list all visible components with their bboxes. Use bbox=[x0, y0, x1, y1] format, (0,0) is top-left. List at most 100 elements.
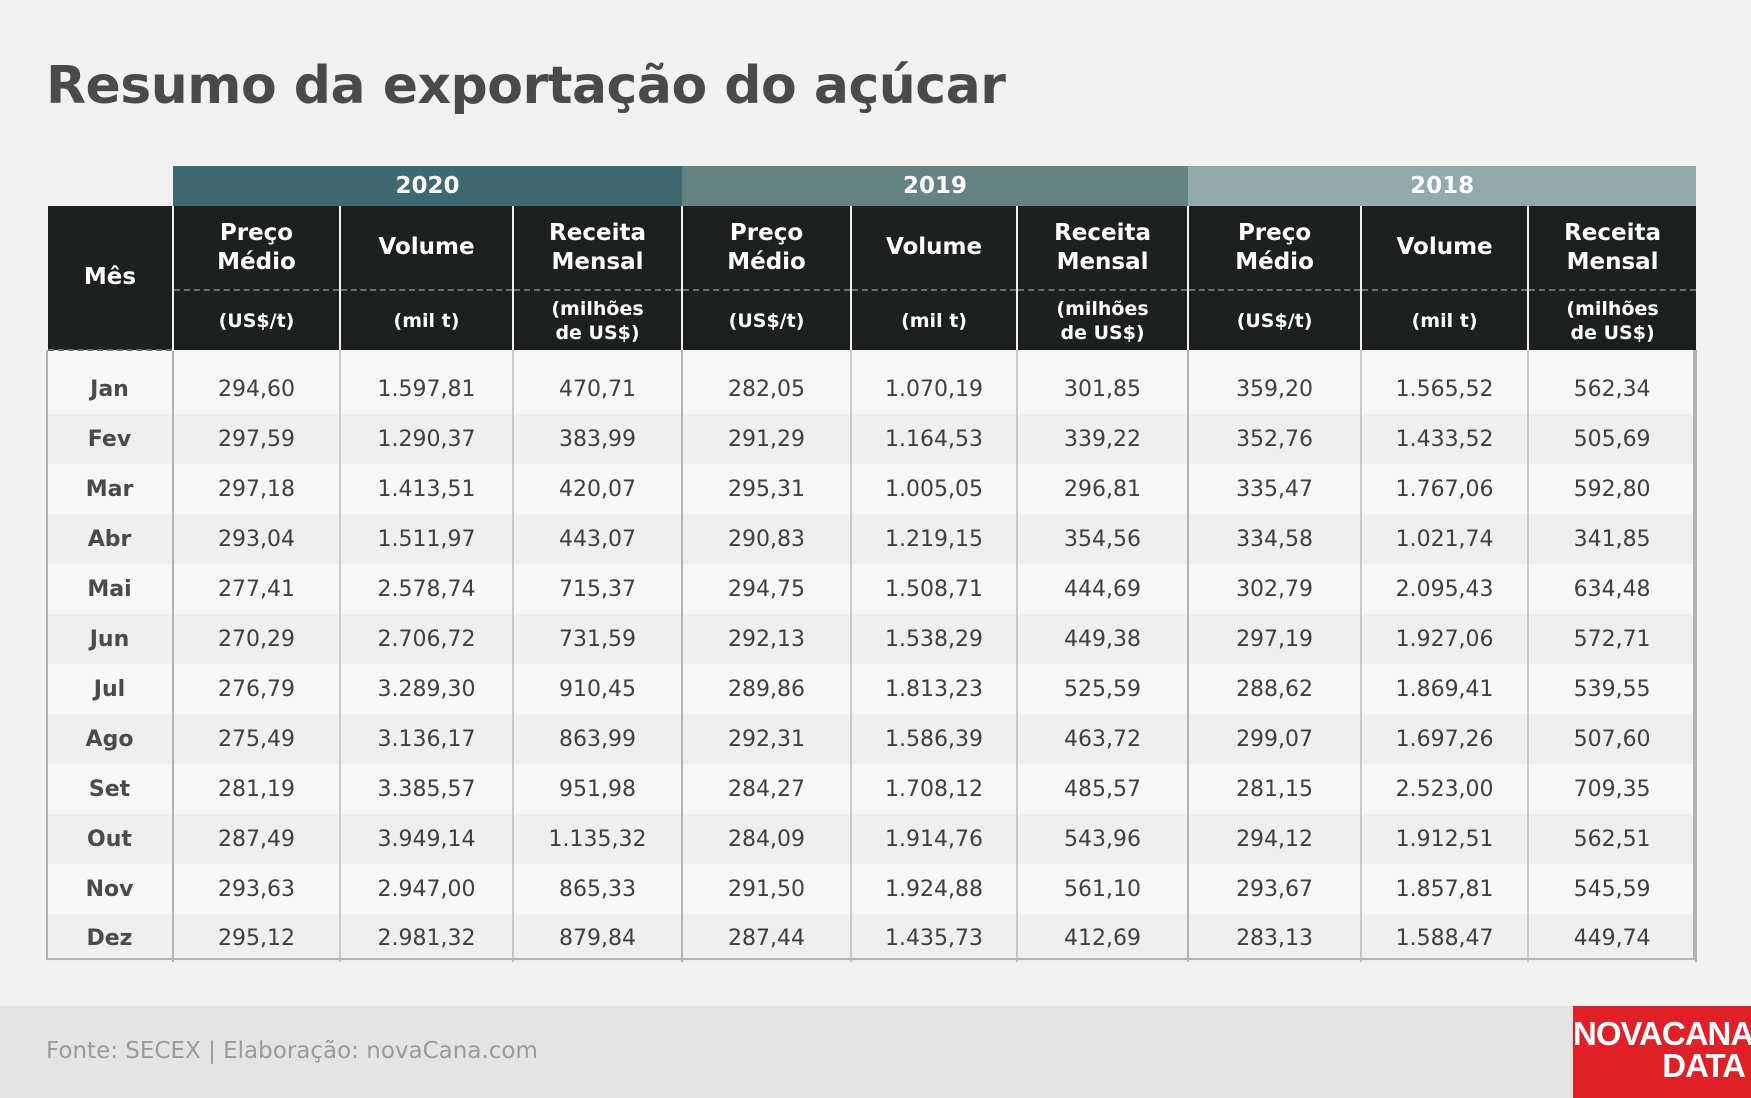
table-row: Jul 276,79 3.289,30 910,45 289,86 1.813,23 525… bbox=[47, 664, 1698, 714]
column-header-2020-0: Preço Médio bbox=[172, 206, 340, 291]
column-header-2018-0: Preço Médio bbox=[1187, 206, 1362, 291]
table-row: Fev 297,59 1.290,37 383,99 291,29 1.164,53 339… bbox=[47, 414, 1698, 464]
column-unit-2020-0: (US$/t) bbox=[172, 290, 340, 350]
value-cell: 910,45 bbox=[513, 664, 684, 714]
value-cell: 290,83 bbox=[682, 514, 853, 564]
value-cell: 3.949,14 bbox=[340, 814, 514, 864]
year-header-row: 2020 2019 2018 bbox=[47, 166, 1697, 206]
value-cell: 296,81 bbox=[1017, 464, 1190, 514]
value-cell: 449,38 bbox=[1017, 614, 1190, 664]
value-cell: 1.597,81 bbox=[340, 350, 514, 414]
column-name-l1: Volume bbox=[885, 234, 983, 260]
value-cell: 287,44 bbox=[682, 914, 853, 962]
value-cell: 1.927,06 bbox=[1361, 614, 1530, 664]
month-cell: Dez bbox=[47, 914, 174, 962]
value-cell: 288,62 bbox=[1188, 664, 1363, 714]
value-cell: 1.164,53 bbox=[851, 414, 1019, 464]
value-cell: 3.289,30 bbox=[340, 664, 514, 714]
month-cell: Fev bbox=[47, 414, 174, 464]
value-cell: 449,74 bbox=[1528, 914, 1698, 962]
column-unit-2018-1: (mil t) bbox=[1360, 290, 1529, 350]
column-name-l2: Médio bbox=[1235, 248, 1314, 275]
year-header-spacer bbox=[47, 166, 173, 206]
month-column-header: Mês bbox=[46, 206, 173, 351]
column-name-l1: Volume bbox=[378, 234, 475, 260]
month-cell: Ago bbox=[47, 714, 174, 764]
value-cell: 1.413,51 bbox=[340, 464, 514, 514]
value-cell: 281,15 bbox=[1188, 764, 1363, 814]
value-cell: 334,58 bbox=[1188, 514, 1363, 564]
column-unit-2018-0: (US$/t) bbox=[1187, 290, 1362, 350]
column-unit-2018-2: (milhões de US$) bbox=[1527, 290, 1697, 350]
value-cell: 634,48 bbox=[1528, 564, 1698, 614]
value-cell: 292,31 bbox=[682, 714, 853, 764]
value-cell: 3.385,57 bbox=[340, 764, 514, 814]
year-header-2019: 2019 bbox=[682, 166, 1189, 206]
column-unit-l1: (US$/t) bbox=[728, 309, 805, 332]
column-name-l2: Médio bbox=[727, 248, 806, 275]
value-cell: 1.135,32 bbox=[513, 814, 684, 864]
value-cell: 1.697,26 bbox=[1361, 714, 1530, 764]
column-header-2020-1: Volume bbox=[339, 206, 513, 291]
value-cell: 284,09 bbox=[682, 814, 853, 864]
logo-line2: DATA bbox=[1662, 1047, 1746, 1084]
source-note: Fonte: SECEX | Elaboração: novaCana.com bbox=[46, 1038, 538, 1064]
value-cell: 412,69 bbox=[1017, 914, 1190, 962]
column-unit-l1: (mil t) bbox=[1411, 309, 1478, 332]
value-cell: 270,29 bbox=[173, 614, 341, 664]
value-cell: 294,60 bbox=[173, 350, 341, 414]
value-cell: 284,27 bbox=[682, 764, 853, 814]
month-cell: Mar bbox=[47, 464, 174, 514]
column-name-l2: Mensal bbox=[1056, 248, 1149, 275]
value-cell: 293,67 bbox=[1188, 864, 1363, 914]
value-cell: 2.523,00 bbox=[1361, 764, 1530, 814]
value-cell: 525,59 bbox=[1017, 664, 1190, 714]
value-cell: 1.924,88 bbox=[851, 864, 1019, 914]
value-cell: 1.857,81 bbox=[1361, 864, 1530, 914]
table-row: Mai 277,41 2.578,74 715,37 294,75 1.508,71 444… bbox=[47, 564, 1698, 614]
value-cell: 562,34 bbox=[1528, 350, 1698, 414]
value-cell: 1.435,73 bbox=[851, 914, 1019, 962]
value-cell: 1.219,15 bbox=[851, 514, 1019, 564]
value-cell: 731,59 bbox=[513, 614, 684, 664]
value-cell: 291,29 bbox=[682, 414, 853, 464]
value-cell: 505,69 bbox=[1528, 414, 1698, 464]
value-cell: 339,22 bbox=[1017, 414, 1190, 464]
value-cell: 297,59 bbox=[173, 414, 341, 464]
table-body: Jan 294,60 1.597,81 470,71 282,05 1.070,19 301… bbox=[47, 350, 1698, 962]
year-header-2020: 2020 bbox=[173, 166, 683, 206]
value-cell: 879,84 bbox=[513, 914, 684, 962]
column-header-2019-2: Receita Mensal bbox=[1016, 206, 1189, 291]
value-cell: 865,33 bbox=[513, 864, 684, 914]
value-cell: 420,07 bbox=[513, 464, 684, 514]
column-unit-l2: de US$) bbox=[1570, 321, 1655, 344]
value-cell: 275,49 bbox=[173, 714, 341, 764]
value-cell: 335,47 bbox=[1188, 464, 1363, 514]
value-cell: 294,12 bbox=[1188, 814, 1363, 864]
novacana-data-logo[interactable]: NOVACANA DATA bbox=[1573, 1006, 1751, 1098]
column-unit-l1: (milhões bbox=[1566, 297, 1659, 320]
year-header-2018: 2018 bbox=[1188, 166, 1697, 206]
value-cell: 2.947,00 bbox=[340, 864, 514, 914]
column-unit-l2: de US$) bbox=[1060, 321, 1145, 344]
month-cell: Nov bbox=[47, 864, 174, 914]
value-cell: 292,13 bbox=[682, 614, 853, 664]
value-cell: 291,50 bbox=[682, 864, 853, 914]
month-cell: Mai bbox=[47, 564, 174, 614]
column-unit-l1: (US$/t) bbox=[1236, 309, 1313, 332]
column-header-2019-1: Volume bbox=[850, 206, 1018, 291]
value-cell: 2.578,74 bbox=[340, 564, 514, 614]
value-cell: 287,49 bbox=[173, 814, 341, 864]
value-cell: 561,10 bbox=[1017, 864, 1190, 914]
value-cell: 359,20 bbox=[1188, 350, 1363, 414]
month-cell: Out bbox=[47, 814, 174, 864]
column-name-row: Mês Preço Médio Volume Receita Mensal Preço Mé… bbox=[46, 206, 1697, 351]
column-name-l1: Preço bbox=[1237, 219, 1312, 246]
column-unit-l2: de US$) bbox=[555, 321, 640, 344]
value-cell: 1.813,23 bbox=[851, 664, 1019, 714]
value-cell: 463,72 bbox=[1017, 714, 1190, 764]
value-cell: 2.981,32 bbox=[340, 914, 514, 962]
column-header-2018-2: Receita Mensal bbox=[1527, 206, 1697, 291]
table-row: Set 281,19 3.385,57 951,98 284,27 1.708,12 485… bbox=[47, 764, 1698, 814]
value-cell: 297,18 bbox=[173, 464, 341, 514]
